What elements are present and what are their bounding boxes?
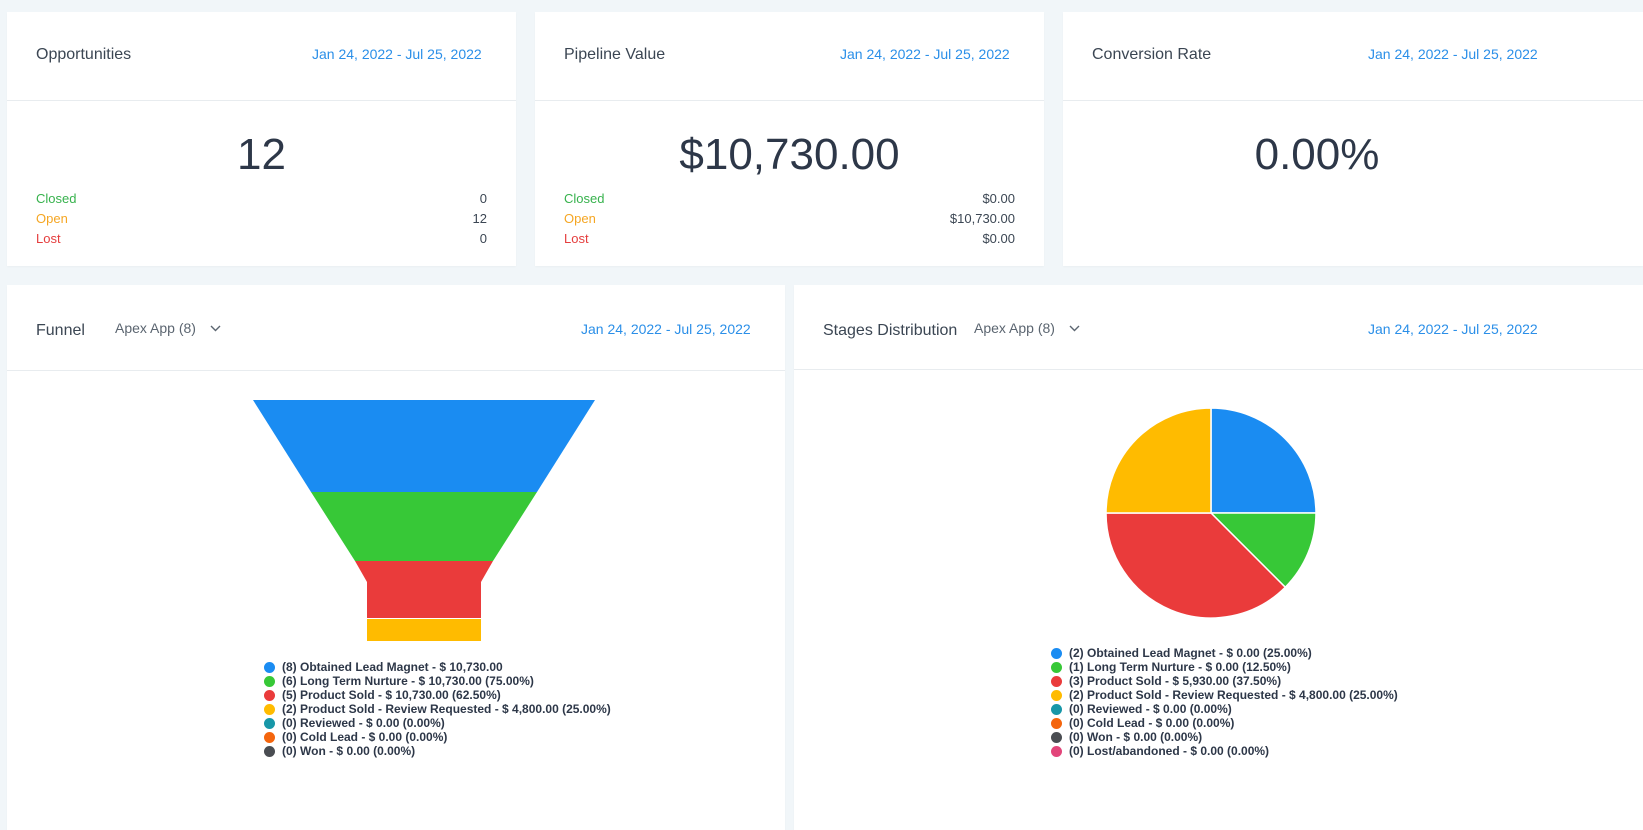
legend-label: (0) Reviewed - $ 0.00 (0.00%): [1069, 702, 1232, 716]
legend-dot: [264, 689, 275, 701]
funnel-card-header: Funnel Apex App (8) Jan 24, 2022 - Jul 2…: [7, 285, 785, 371]
legend-item[interactable]: (0) Reviewed - $ 0.00 (0.00%): [1051, 702, 1398, 716]
pipeline-value-card: Pipeline Value Jan 24, 2022 - Jul 25, 20…: [535, 12, 1044, 266]
opportunities-closed-value: 0: [479, 191, 487, 206]
pipeline-title: Pipeline Value: [564, 46, 666, 63]
legend-dot: [1051, 689, 1062, 701]
legend-label: (0) Won - $ 0.00 (0.00%): [1069, 730, 1203, 744]
legend-item[interactable]: (3) Product Sold - $ 5,930.00 (37.50%): [1051, 674, 1398, 688]
funnel-segment-obtained-lead-magnet[interactable]: [253, 400, 595, 492]
legend-dot: [1051, 675, 1062, 687]
pipeline-open-label: Open: [564, 211, 596, 226]
stages-date-range[interactable]: Jan 24, 2022 - Jul 25, 2022: [1368, 321, 1538, 337]
pipeline-closed-value: $0.00: [982, 191, 1015, 206]
legend-label: (2) Product Sold - Review Requested - $ …: [1069, 688, 1398, 702]
legend-dot: [264, 703, 275, 715]
stages-legend: (2) Obtained Lead Magnet - $ 0.00 (25.00…: [1051, 646, 1398, 758]
legend-label: (0) Won - $ 0.00 (0.00%): [282, 744, 416, 758]
stages-card-header: Stages Distribution Apex App (8) Jan 24,…: [794, 285, 1643, 370]
funnel-chart: [253, 400, 595, 641]
pipeline-total-value: $10,730.00: [679, 130, 900, 179]
stages-pipeline-select-value: Apex App (8): [974, 320, 1055, 336]
legend-dot: [1051, 661, 1062, 673]
opportunities-open-label: Open: [36, 211, 68, 226]
legend-dot: [1051, 731, 1062, 743]
opportunities-closed-label: Closed: [36, 191, 77, 206]
legend-item[interactable]: (1) Long Term Nurture - $ 0.00 (12.50%): [1051, 660, 1398, 674]
conversion-title: Conversion Rate: [1092, 46, 1212, 63]
opportunities-card: Opportunities Jan 24, 2022 - Jul 25, 202…: [7, 12, 516, 266]
funnel-title: Funnel: [36, 322, 85, 339]
stages-pipeline-select[interactable]: Apex App (8): [974, 320, 1080, 336]
pipeline-open-value: $10,730.00: [949, 211, 1015, 226]
funnel-date-range[interactable]: Jan 24, 2022 - Jul 25, 2022: [581, 321, 751, 337]
opportunities-lost-value: 0: [479, 231, 487, 246]
stages-pie-chart: [1105, 407, 1317, 619]
opportunities-title: Opportunities: [36, 46, 132, 63]
pipeline-lost-value: $0.00: [982, 231, 1015, 246]
funnel-segment-review-requested[interactable]: [367, 619, 481, 641]
legend-item[interactable]: (2) Obtained Lead Magnet - $ 0.00 (25.00…: [1051, 646, 1398, 660]
legend-dot: [264, 661, 275, 673]
opportunities-date-range[interactable]: Jan 24, 2022 - Jul 25, 2022: [312, 46, 482, 62]
conversion-rate-card: Conversion Rate Jan 24, 2022 - Jul 25, 2…: [1063, 12, 1643, 266]
opportunities-lost-label: Lost: [36, 231, 61, 246]
conversion-card-header: Conversion Rate Jan 24, 2022 - Jul 25, 2…: [1063, 12, 1643, 101]
legend-dot: [264, 675, 275, 687]
opportunities-count: 12: [237, 130, 286, 179]
chevron-down-icon: [210, 325, 221, 331]
legend-dot: [1051, 745, 1062, 757]
chevron-down-icon: [1069, 325, 1080, 331]
pie-slice-long-term-nurture[interactable]: [1209, 512, 1317, 589]
legend-item[interactable]: (0) Won - $ 0.00 (0.00%): [264, 744, 611, 758]
pipeline-date-range[interactable]: Jan 24, 2022 - Jul 25, 2022: [840, 46, 1010, 62]
legend-item[interactable]: (0) Won - $ 0.00 (0.00%): [1051, 730, 1398, 744]
legend-label: (6) Long Term Nurture - $ 10,730.00 (75.…: [282, 674, 534, 688]
conversion-rate-value: 0.00%: [1254, 130, 1380, 179]
pie-slice-obtained-lead-magnet[interactable]: [1210, 407, 1317, 514]
pie-slice-product-sold[interactable]: [1105, 512, 1287, 619]
legend-dot: [264, 745, 275, 757]
funnel-card: Funnel Apex App (8) Jan 24, 2022 - Jul 2…: [7, 285, 785, 830]
legend-item[interactable]: (0) Cold Lead - $ 0.00 (0.00%): [264, 730, 611, 744]
pipeline-lost-label: Lost: [564, 231, 589, 246]
legend-item[interactable]: (0) Reviewed - $ 0.00 (0.00%): [264, 716, 611, 730]
funnel-segment-product-sold[interactable]: [355, 561, 493, 618]
legend-label: (0) Cold Lead - $ 0.00 (0.00%): [1069, 716, 1235, 730]
legend-dot: [1051, 703, 1062, 715]
pie-slice-product-sold-review-requested[interactable]: [1105, 407, 1212, 514]
legend-item[interactable]: (2) Product Sold - Review Requested - $ …: [1051, 688, 1398, 702]
opportunities-open-value: 12: [472, 211, 487, 226]
legend-dot: [1051, 717, 1062, 729]
legend-dot: [264, 731, 275, 743]
legend-label: (1) Long Term Nurture - $ 0.00 (12.50%): [1069, 660, 1291, 674]
legend-label: (5) Product Sold - $ 10,730.00 (62.50%): [282, 688, 501, 702]
legend-item[interactable]: (6) Long Term Nurture - $ 10,730.00 (75.…: [264, 674, 611, 688]
funnel-pipeline-select[interactable]: Apex App (8): [115, 320, 221, 336]
legend-dot: [264, 717, 275, 729]
pipeline-card-header: Pipeline Value Jan 24, 2022 - Jul 25, 20…: [535, 12, 1044, 101]
conversion-date-range[interactable]: Jan 24, 2022 - Jul 25, 2022: [1368, 46, 1538, 62]
legend-item[interactable]: (0) Cold Lead - $ 0.00 (0.00%): [1051, 716, 1398, 730]
legend-label: (8) Obtained Lead Magnet - $ 10,730.00: [282, 660, 503, 674]
legend-item[interactable]: (2) Product Sold - Review Requested - $ …: [264, 702, 611, 716]
pipeline-closed-label: Closed: [564, 191, 605, 206]
funnel-segment-long-term-nurture[interactable]: [311, 492, 537, 561]
legend-label: (2) Product Sold - Review Requested - $ …: [282, 702, 611, 716]
legend-dot: [1051, 647, 1062, 659]
stages-distribution-card: Stages Distribution Apex App (8) Jan 24,…: [794, 285, 1643, 830]
funnel-legend: (8) Obtained Lead Magnet - $ 10,730.00 (…: [264, 660, 611, 758]
opportunities-card-header: Opportunities Jan 24, 2022 - Jul 25, 202…: [7, 12, 516, 101]
legend-label: (2) Obtained Lead Magnet - $ 0.00 (25.00…: [1069, 646, 1312, 660]
legend-item[interactable]: (0) Lost/abandoned - $ 0.00 (0.00%): [1051, 744, 1398, 758]
legend-label: (0) Reviewed - $ 0.00 (0.00%): [282, 716, 445, 730]
legend-label: (0) Lost/abandoned - $ 0.00 (0.00%): [1069, 744, 1270, 758]
legend-label: (3) Product Sold - $ 5,930.00 (37.50%): [1069, 674, 1282, 688]
stages-title: Stages Distribution: [823, 322, 958, 339]
legend-label: (0) Cold Lead - $ 0.00 (0.00%): [282, 730, 448, 744]
legend-item[interactable]: (8) Obtained Lead Magnet - $ 10,730.00: [264, 660, 611, 674]
funnel-pipeline-select-value: Apex App (8): [115, 320, 196, 336]
legend-item[interactable]: (5) Product Sold - $ 10,730.00 (62.50%): [264, 688, 611, 702]
